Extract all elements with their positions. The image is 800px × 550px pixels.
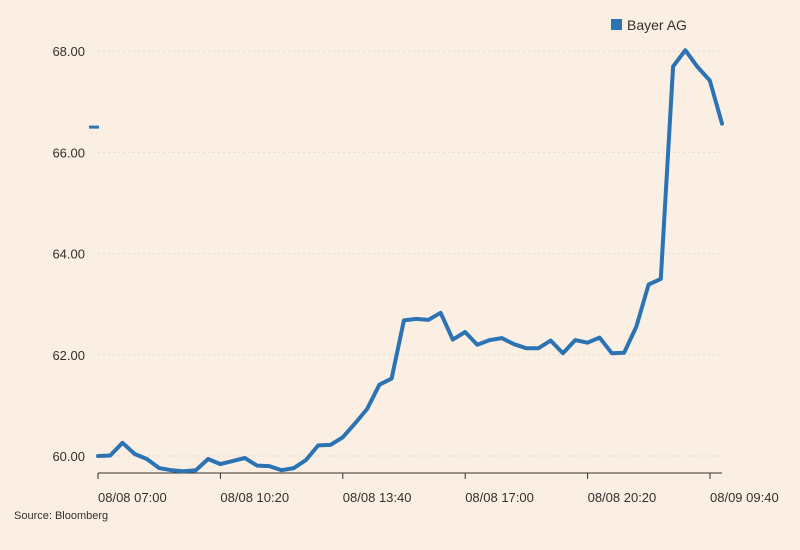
legend-label: Bayer AG <box>627 17 687 33</box>
series-line-bayer-ag <box>96 48 724 474</box>
legend-swatch <box>611 19 622 30</box>
y-tick-label: 68.00 <box>52 44 85 59</box>
x-tick-label: 08/08 17:00 <box>465 490 534 505</box>
grid <box>98 50 722 457</box>
value-marker <box>89 125 99 129</box>
x-tick-label: 08/08 10:20 <box>220 490 289 505</box>
x-tick-label: 08/08 20:20 <box>588 490 657 505</box>
x-tick-label: 08/08 07:00 <box>98 490 167 505</box>
y-axis-ticks: 60.00 62.00 64.00 66.00 68.00 <box>52 44 85 464</box>
source-note: Source: Bloomberg <box>14 510 109 522</box>
x-axis-ticks: 08/08 07:00 08/08 10:20 08/08 13:40 08/08 1… <box>97 473 779 505</box>
y-tick-label: 66.00 <box>52 145 85 160</box>
y-tick-label: 62.00 <box>52 348 85 363</box>
series-layer <box>96 48 724 474</box>
x-tick-label: 08/08 13:40 <box>343 490 412 505</box>
x-tick-label: 08/09 09:40 <box>710 490 779 505</box>
y-tick-label: 64.00 <box>52 247 85 262</box>
legend: Bayer AG <box>611 17 687 33</box>
y-tick-label: 60.00 <box>52 449 85 464</box>
